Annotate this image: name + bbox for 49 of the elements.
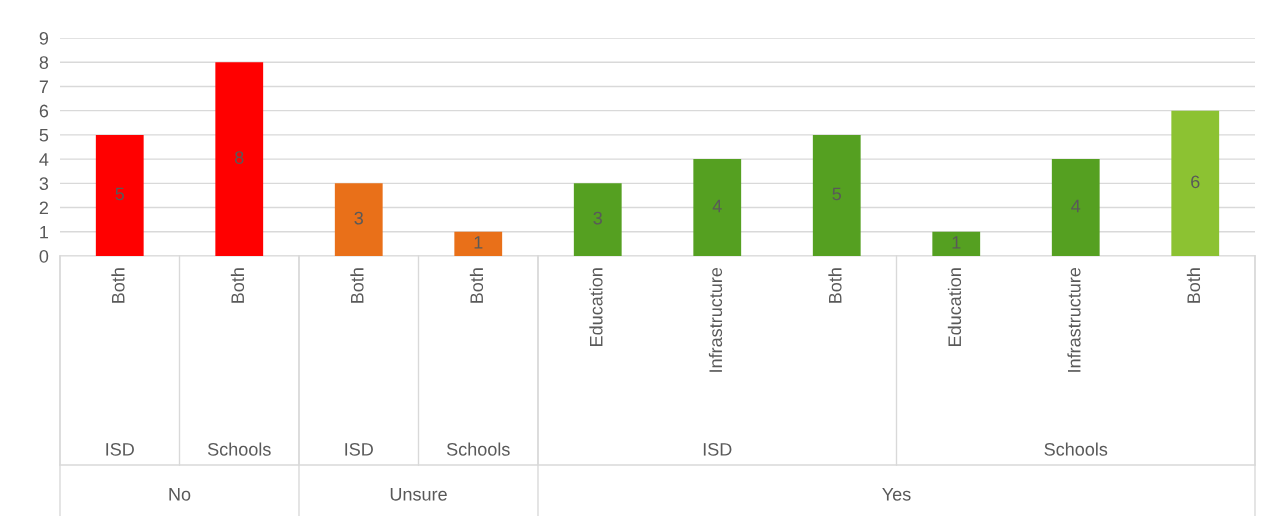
x-tick-label: Both [469,268,484,303]
data-label: 5 [115,187,125,201]
bar [1051,159,1100,256]
x-tick-label: Education [947,268,962,346]
y-tick-label: 6 [39,104,49,118]
text: Yes [882,488,911,501]
x-tick-label: Education [589,268,603,346]
data-label: 3 [593,211,602,225]
y-tick-label: 5 [39,129,49,142]
bar [1171,110,1220,256]
data-label: 4 [1071,199,1081,213]
bar [693,159,742,256]
text: ISD [106,442,134,456]
data-label: 5 [832,187,842,201]
data-label: 4 [712,199,722,213]
text: Schools [207,442,271,456]
y-tick-label: 2 [39,201,48,215]
text: ISD [703,442,732,456]
y-tick-label: 3 [39,177,49,191]
data-label: 6 [1191,175,1200,189]
bar [573,183,622,256]
x-tick-label: Both [111,268,125,303]
bar [215,62,264,256]
bar [454,231,503,256]
x-tick-label: Both [1186,268,1201,303]
bar [95,134,144,256]
text: No [169,488,191,501]
y-tick-label: 7 [39,80,48,93]
text: Schools [446,442,510,456]
x-tick-label: Both [230,268,245,303]
y-tick-label: 8 [39,56,49,69]
y-tick-label: 4 [39,153,49,166]
y-tick-label: 1 [40,225,49,239]
bar [334,183,383,256]
x-tick-label: Infrastructure [708,267,723,372]
data-label: 1 [952,236,961,249]
x-tick-label: Both [828,268,842,303]
data-label: 1 [474,236,483,249]
x-tick-label: Both [350,268,364,303]
y-tick-label: 9 [39,31,49,45]
bar [932,231,981,256]
text: ISD [345,442,373,456]
y-tick-label: 0 [39,249,49,263]
text: Unsure [390,488,447,501]
data-label: 8 [235,151,244,164]
data-label: 3 [354,211,363,225]
x-tick-label: Infrastructure [1067,267,1081,372]
bar [812,134,861,256]
text: Schools [1044,442,1108,456]
